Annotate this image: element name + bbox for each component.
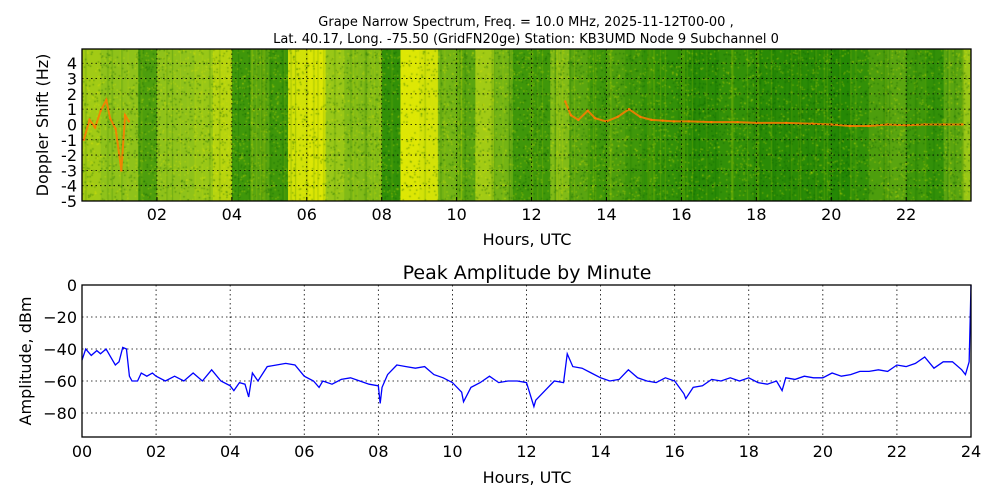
doppler-trace-point <box>594 117 596 119</box>
spectrogram-x-tick-label: 08 <box>372 205 392 224</box>
figure: Grape Narrow Spectrum, Freq. = 10.0 MHz,… <box>0 0 1000 500</box>
amplitude-x-label: Hours, UTC <box>483 468 572 487</box>
spectrogram-x-tick-label: 18 <box>746 205 766 224</box>
doppler-trace-point <box>661 119 663 121</box>
doppler-trace-point <box>570 114 572 116</box>
spectrogram-y-ticks: 43210-1-2-3-4-5 <box>61 54 77 211</box>
doppler-trace-point <box>587 109 589 111</box>
doppler-trace-point <box>849 125 851 127</box>
amplitude-y-tick-label: −40 <box>43 340 77 359</box>
amplitude-title: Peak Amplitude by Minute <box>403 262 652 284</box>
amplitude-x-tick-label: 24 <box>961 442 981 461</box>
amplitude-x-tick-label: 08 <box>368 442 388 461</box>
amplitude-x-tick-label: 10 <box>442 442 462 461</box>
spectrogram-x-tick-label: 02 <box>147 205 167 224</box>
spectrogram-x-tick-label: 16 <box>671 205 691 224</box>
amplitude-x-tick-label: 02 <box>146 442 166 461</box>
amplitude-panel: Peak Amplitude by Minute 00 02 04 06 08 10 12 1… <box>16 262 981 487</box>
amplitude-x-tick-label: 20 <box>813 442 833 461</box>
amplitude-x-tick-label: 18 <box>739 442 759 461</box>
spectrogram-title-line2: Lat. 40.17, Long. -75.50 (GridFN20ge) St… <box>273 32 779 47</box>
spectrogram-x-tick-label: 12 <box>521 205 541 224</box>
amplitude-x-tick-label: 06 <box>294 442 314 461</box>
doppler-trace-point <box>617 116 619 118</box>
doppler-trace-point <box>120 169 122 171</box>
amplitude-y-tick-label: −20 <box>43 308 77 327</box>
doppler-trace-point <box>710 121 712 123</box>
amplitude-x-tick-label: 14 <box>590 442 610 461</box>
amplitude-y-ticks: 0 −20 −40 −60 −80 <box>43 276 77 423</box>
spectrogram-x-tick-label: 20 <box>821 205 841 224</box>
doppler-trace-point <box>688 120 690 122</box>
doppler-trace-point <box>736 121 738 123</box>
doppler-trace-point <box>639 116 641 118</box>
doppler-trace-point <box>88 119 90 121</box>
doppler-trace-point <box>961 123 963 125</box>
doppler-trace-point <box>124 114 126 116</box>
doppler-trace-point <box>105 99 107 101</box>
doppler-trace-point <box>128 120 130 122</box>
spectrogram-x-label: Hours, UTC <box>483 230 572 249</box>
amplitude-y-tick-label: 0 <box>67 276 77 295</box>
doppler-trace-point <box>628 108 630 110</box>
amplitude-x-tick-label: 16 <box>664 442 684 461</box>
amplitude-x-tick-label: 04 <box>220 442 240 461</box>
amplitude-x-tick-label: 22 <box>887 442 907 461</box>
amplitude-x-ticks: 00 02 04 06 08 10 12 14 16 18 20 22 24 <box>72 442 981 461</box>
amplitude-y-tick-label: −60 <box>43 372 77 391</box>
spectrogram-x-tick-label: 10 <box>446 205 466 224</box>
doppler-trace-point <box>115 128 117 130</box>
doppler-trace-point <box>94 126 96 128</box>
doppler-trace-point <box>109 117 111 119</box>
amplitude-grid <box>82 285 971 437</box>
amplitude-y-label: Amplitude, dBm <box>16 297 35 426</box>
doppler-trace-point <box>577 119 579 121</box>
doppler-trace-point <box>650 119 652 121</box>
doppler-trace-point <box>100 109 102 111</box>
spectrogram-title-line1: Grape Narrow Spectrum, Freq. = 10.0 MHz,… <box>318 15 733 30</box>
doppler-trace-point <box>785 122 787 124</box>
spectrogram-x-tick-label: 04 <box>222 205 242 224</box>
amplitude-y-tick-label: −80 <box>43 404 77 423</box>
amplitude-x-tick-label: 00 <box>72 442 92 461</box>
spectrogram-x-tick-label: 22 <box>896 205 916 224</box>
spectrogram-y-label: Doppler Shift (Hz) <box>33 54 52 197</box>
spectrogram-y-tick-label: -5 <box>61 192 77 211</box>
amplitude-x-tick-label: 12 <box>516 442 536 461</box>
spectrogram-x-tick-label: 06 <box>297 205 317 224</box>
doppler-trace-point <box>868 125 870 127</box>
spectrogram-x-tick-label: 14 <box>596 205 616 224</box>
doppler-trace-point <box>673 120 675 122</box>
doppler-trace-point <box>564 100 566 102</box>
spectrogram-panel: Grape Narrow Spectrum, Freq. = 10.0 MHz,… <box>33 15 972 249</box>
